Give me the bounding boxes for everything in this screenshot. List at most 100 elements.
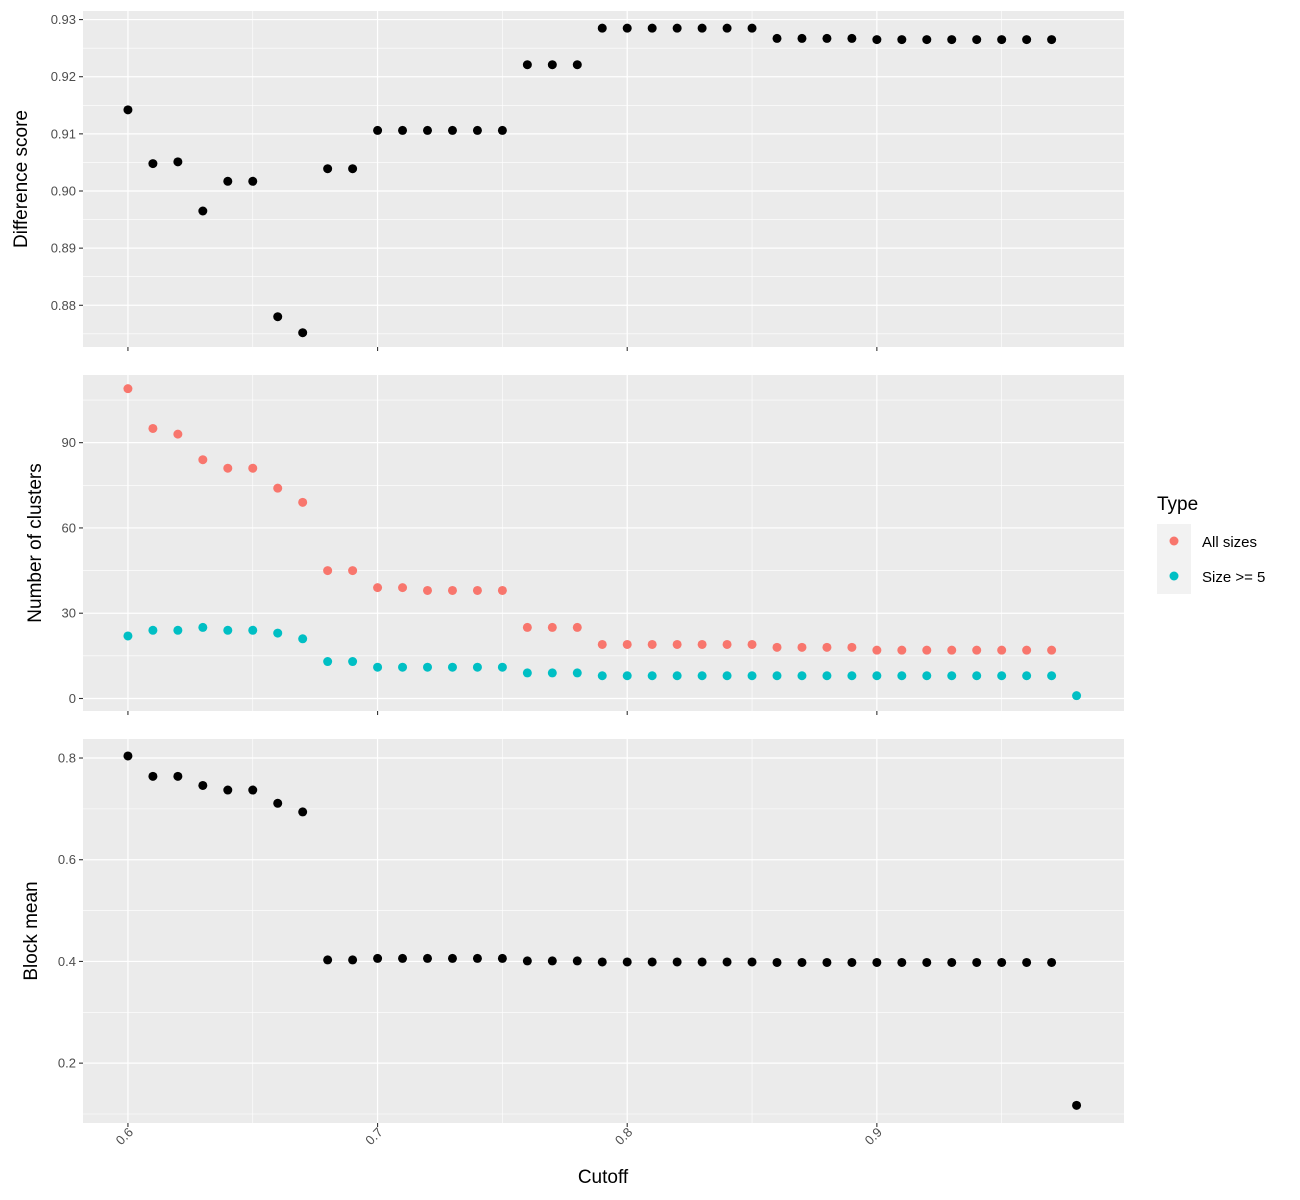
data-point [997, 35, 1007, 45]
data-point [647, 639, 657, 649]
gridlines [83, 739, 1124, 1123]
data-point [398, 125, 408, 135]
data-point [298, 807, 308, 817]
data-point [522, 622, 532, 632]
data-point [572, 622, 582, 632]
y-tick-label: 0.93 [51, 12, 76, 27]
data-point [398, 662, 408, 672]
data-points [123, 751, 1082, 1110]
data-point [1072, 1100, 1082, 1110]
data-point [597, 23, 607, 33]
data-point [647, 671, 657, 681]
data-point [1022, 671, 1032, 681]
y-axis: 0.2 0.4 0.6 0.8 [58, 751, 83, 1071]
data-point [1047, 645, 1057, 655]
panel-background [83, 739, 1124, 1123]
data-point [1022, 957, 1032, 967]
data-point [922, 645, 932, 655]
data-point [323, 566, 333, 576]
data-point [123, 105, 133, 115]
data-point [697, 671, 707, 681]
data-point [472, 585, 482, 595]
data-point [423, 125, 433, 135]
data-point [472, 125, 482, 135]
data-point [198, 206, 208, 216]
data-point [298, 497, 308, 507]
panel-background [83, 11, 1124, 347]
data-point [897, 645, 907, 655]
data-point [273, 312, 283, 322]
data-point [972, 645, 982, 655]
data-point [547, 60, 557, 70]
data-point [747, 23, 757, 33]
data-point [398, 953, 408, 963]
data-point [298, 328, 308, 338]
data-point [1047, 35, 1057, 45]
data-point [423, 585, 433, 595]
data-point [572, 668, 582, 678]
legend-key-all-sizes [1169, 536, 1179, 546]
data-point [947, 671, 957, 681]
data-point [398, 583, 408, 593]
data-point [722, 639, 732, 649]
x-tick-label: 0.7 [362, 1125, 385, 1148]
legend-key-background [1157, 524, 1191, 594]
data-point [772, 671, 782, 681]
data-point [522, 668, 532, 678]
legend-label-size-5: Size >= 5 [1202, 569, 1265, 586]
legend-key-size-5 [1169, 571, 1179, 581]
data-point [273, 483, 283, 493]
data-point [797, 642, 807, 652]
data-point [797, 957, 807, 967]
panel-difference-score: 0.88 0.89 0.90 0.91 0.92 0.93 Difference scor… [11, 11, 1124, 351]
data-point [822, 957, 832, 967]
data-point [148, 625, 158, 635]
data-point [672, 639, 682, 649]
data-point [547, 668, 557, 678]
data-point [572, 956, 582, 966]
data-point [822, 642, 832, 652]
data-point [497, 662, 507, 672]
data-point [348, 657, 358, 667]
y-tick-label: 60 [62, 520, 76, 535]
data-point [847, 671, 857, 681]
data-point [597, 639, 607, 649]
panel-block-mean: 0.2 0.4 0.6 0.8 0.6 0.7 0.8 0.9 Cutoff Block m… [21, 739, 1124, 1188]
data-point [947, 35, 957, 45]
data-point [622, 639, 632, 649]
data-point [248, 785, 258, 795]
data-point [622, 23, 632, 33]
data-point [572, 60, 582, 70]
data-point [348, 955, 358, 965]
data-point [597, 957, 607, 967]
data-point [497, 125, 507, 135]
data-point [373, 125, 383, 135]
data-point [423, 953, 433, 963]
data-point [772, 957, 782, 967]
data-point [447, 125, 457, 135]
data-point [323, 164, 333, 174]
panel-number-of-clusters: 0 30 60 90 Number of clusters [25, 375, 1124, 715]
y-tick-label: 0.90 [51, 184, 76, 199]
data-point [922, 957, 932, 967]
data-point [722, 671, 732, 681]
data-point [1047, 957, 1057, 967]
data-point [722, 957, 732, 967]
data-point [198, 455, 208, 465]
data-point [747, 639, 757, 649]
data-point [1047, 671, 1057, 681]
x-axis-ticks [127, 711, 878, 715]
data-point [248, 625, 258, 635]
data-point [822, 33, 832, 43]
data-point [797, 33, 807, 43]
y-tick-label: 0.2 [58, 1056, 76, 1071]
data-point [223, 463, 233, 473]
data-point [672, 957, 682, 967]
y-tick-label: 0.89 [51, 241, 76, 256]
data-point [872, 35, 882, 45]
data-point [273, 628, 283, 638]
data-point [672, 671, 682, 681]
data-point [697, 639, 707, 649]
data-point [872, 957, 882, 967]
y-axis: 0.88 0.89 0.90 0.91 0.92 0.93 [51, 12, 83, 313]
